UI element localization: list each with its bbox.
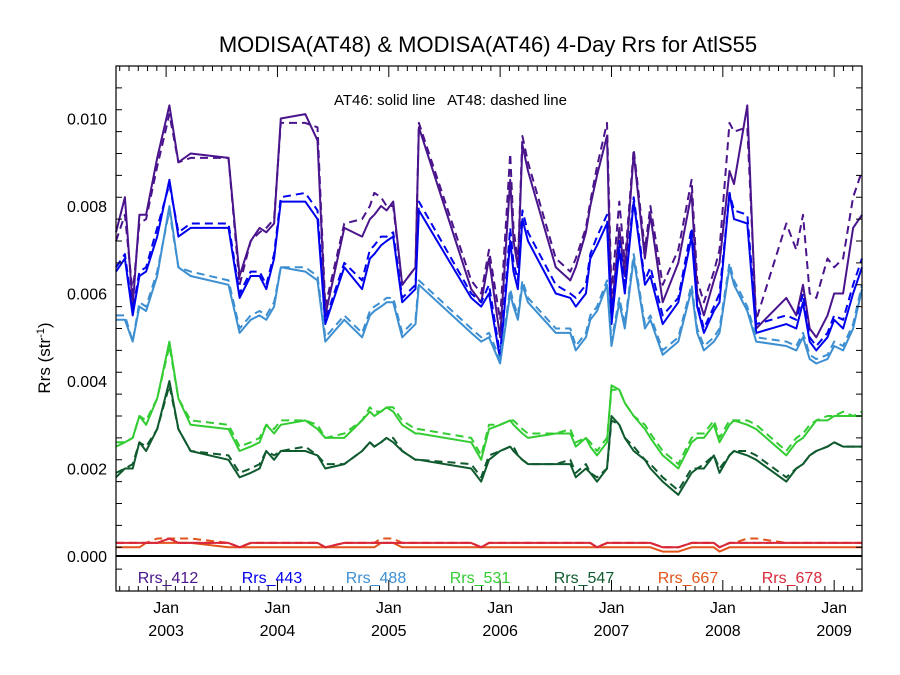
y-axis-label-close: ) [35,322,54,328]
series-line-rrs-531-dashed [116,345,863,466]
x-tick-label-month: Jan [153,600,179,617]
x-tick-label-year: 2009 [816,623,852,640]
legend-item-rrs-531: Rrs_531 [450,570,511,587]
y-tick-label: 0.008 [67,199,107,216]
y-axis-label: Rrs (str-1) [35,322,54,393]
x-tick-label-year: 2007 [594,623,630,640]
y-axis-label-main: Rrs (str [35,338,54,394]
legend-item-rrs-488: Rrs_488 [346,570,407,587]
series-line-rrs-547-solid [115,380,862,496]
y-tick-label: 0.002 [67,462,107,479]
legend-item-rrs-412: Rrs_412 [138,570,199,587]
x-tick-label-year: 2008 [705,623,741,640]
series-line-rrs-531-solid [115,340,862,470]
y-axis-label-exponent: -1 [35,328,47,338]
x-tick-label-year: 2004 [260,623,296,640]
x-tick-label-month: Jan [376,600,402,617]
axes: 0.000 0.002 0.004 0.006 0.008 0.010 Jan 2003 Jan… [67,65,863,640]
x-tick-label-month: Jan [710,600,736,617]
plot-frame [115,65,863,592]
series-line-rrs-667-solid [116,541,862,553]
x-tick-label-month: Jan [599,600,625,617]
y-tick-label: 0.000 [67,549,107,566]
x-tick-label-year: 2005 [371,623,407,640]
series-line-rrs-412-solid [115,104,863,339]
series-line-rrs-488-solid [116,205,863,365]
x-tick-label-year: 2003 [148,623,184,640]
chart-title: MODISA(AT48) & MODISA(AT46) 4-Day Rrs fo… [219,32,757,57]
line-style-annotation: AT46: solid line AT48: dashed line [334,92,567,109]
y-tick-label: 0.004 [67,374,107,391]
series-line-rrs-547-dashed [115,384,862,492]
x-tick-label-month: Jan [265,600,291,617]
series-line-rrs-412-dashed [115,113,863,321]
legend-item-rrs-667: Rrs_667 [658,570,719,587]
series-line-rrs-678-dashed [116,537,862,549]
y-tick-label: 0.006 [67,287,107,304]
y-tick-label: 0.010 [67,112,107,129]
x-tick-label-month: Jan [487,600,513,617]
series-line-rrs-488-dashed [116,209,863,361]
legend-item-rrs-678: Rrs_678 [762,570,823,587]
x-tick-label-month: Jan [821,600,847,617]
x-tick-label-year: 2006 [482,623,518,640]
legend-item-rrs-547: Rrs_547 [554,570,615,587]
legend: Rrs_412 Rrs_443 Rrs_488 Rrs_531 Rrs_547 Rrs_6… [138,570,823,587]
series-lines [115,104,863,553]
legend-item-rrs-443: Rrs_443 [242,570,303,587]
